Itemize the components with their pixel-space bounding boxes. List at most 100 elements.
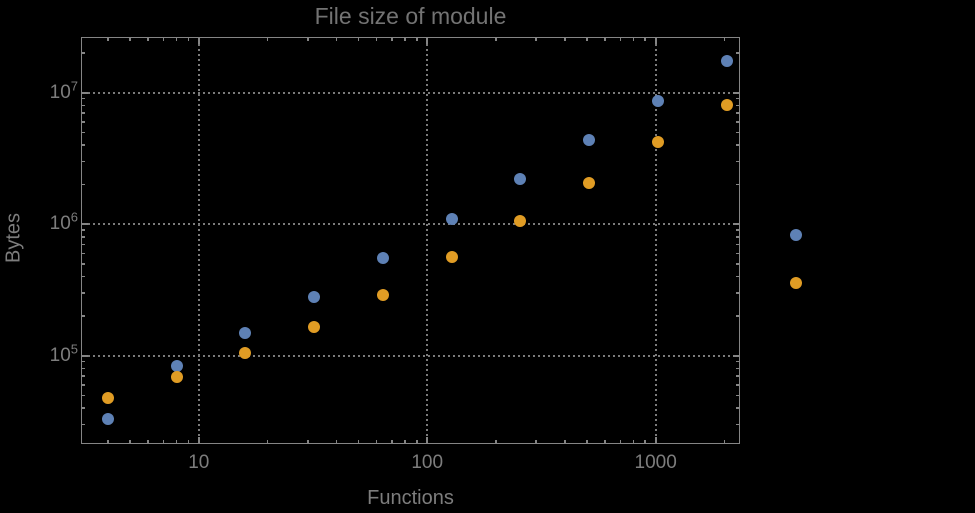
data-point-blue-series [652, 95, 664, 108]
data-point-blue-series [445, 212, 458, 225]
grid-line-horizontal [83, 91, 738, 94]
tick-mark-bottom [129, 439, 131, 444]
y-tick-exponent: 7 [70, 78, 78, 94]
tick-mark-bottom [654, 436, 657, 444]
tick-mark-right [736, 275, 740, 278]
data-point-orange-series [101, 391, 114, 404]
tick-mark-left [81, 112, 85, 114]
tick-mark-right [736, 97, 740, 100]
tick-mark-bottom [175, 439, 178, 444]
tick-mark-top [307, 37, 309, 41]
tick-mark-left [81, 360, 85, 363]
tick-mark-top [632, 37, 635, 41]
tick-mark-left [81, 183, 85, 186]
tick-mark-bottom [535, 439, 537, 444]
tick-mark-left [81, 394, 85, 397]
tick-mark-left [81, 144, 85, 146]
tick-mark-left [81, 384, 85, 386]
tick-mark-left [81, 375, 85, 377]
tick-mark-top [644, 37, 646, 41]
tick-mark-left [81, 91, 88, 94]
tick-mark-left [81, 367, 85, 370]
tick-mark-bottom [564, 439, 566, 444]
tick-mark-left [81, 52, 85, 54]
tick-mark-top [129, 37, 131, 41]
tick-mark-top [391, 37, 393, 41]
tick-mark-left [81, 423, 85, 426]
data-point-orange-series [239, 346, 252, 359]
tick-mark-top [357, 37, 360, 41]
data-point-orange-series [170, 370, 183, 383]
tick-mark-bottom [619, 439, 622, 444]
y-tick-base: 10 [49, 213, 71, 235]
tick-mark-right [736, 375, 740, 377]
tick-mark-right [736, 112, 740, 114]
data-point-orange-series [720, 98, 733, 111]
tick-mark-right [736, 384, 740, 386]
tick-mark-top [175, 37, 178, 41]
plot-frame [81, 37, 740, 444]
x-axis-label: Functions [367, 487, 454, 509]
tick-mark-top [197, 37, 200, 44]
tick-mark-bottom [335, 439, 338, 444]
y-tick-base: 10 [49, 81, 71, 103]
data-point-blue-series [720, 54, 733, 67]
tick-mark-right [736, 394, 740, 397]
tick-mark-right [736, 315, 740, 317]
tick-mark-right [733, 223, 740, 226]
tick-mark-right [733, 354, 740, 357]
tick-mark-bottom [604, 439, 606, 444]
tick-mark-bottom [357, 439, 360, 444]
tick-mark-right [736, 236, 740, 238]
grid-line-horizontal [83, 223, 738, 226]
tick-mark-left [81, 263, 85, 265]
tick-mark-top [604, 37, 606, 41]
tick-mark-left [81, 131, 85, 133]
data-point-orange-series [514, 215, 527, 228]
tick-mark-bottom [404, 439, 406, 444]
tick-mark-left [81, 160, 85, 163]
data-point-orange-series [445, 251, 458, 264]
tick-mark-left [81, 121, 85, 123]
tick-mark-right [736, 263, 740, 265]
tick-mark-left [81, 223, 88, 226]
tick-mark-bottom [632, 439, 635, 444]
tick-mark-top [495, 37, 497, 41]
data-point-blue-series [789, 228, 802, 241]
x-tick-label: 1000 [634, 452, 677, 473]
tick-mark-top [619, 37, 622, 41]
tick-mark-left [81, 354, 88, 357]
y-tick-exponent: 6 [70, 209, 78, 225]
y-tick-label: 107 [0, 79, 78, 104]
tick-mark-bottom [723, 439, 726, 444]
tick-mark-bottom [162, 439, 165, 444]
tick-mark-bottom [266, 439, 269, 444]
tick-mark-left [81, 236, 85, 238]
tick-mark-left [81, 97, 85, 100]
tick-mark-left [81, 292, 85, 294]
tick-mark-right [736, 183, 740, 186]
y-tick-exponent: 5 [70, 341, 78, 357]
tick-mark-bottom [495, 439, 497, 444]
tick-mark-bottom [644, 439, 646, 444]
tick-mark-left [81, 252, 85, 255]
tick-mark-bottom [426, 436, 429, 444]
tick-mark-right [736, 292, 740, 294]
data-point-blue-series [308, 290, 321, 303]
tick-mark-right [736, 121, 740, 123]
data-point-orange-series [376, 288, 389, 301]
data-point-blue-series [239, 326, 252, 339]
tick-mark-bottom [107, 439, 109, 444]
data-point-blue-series [514, 173, 527, 186]
tick-mark-bottom [197, 436, 200, 444]
tick-mark-left [81, 407, 85, 409]
tick-mark-right [736, 243, 740, 246]
y-tick-base: 10 [49, 344, 71, 366]
tick-mark-top [335, 37, 338, 41]
tick-mark-bottom [147, 439, 149, 444]
tick-mark-left [81, 243, 85, 246]
tick-mark-top [654, 37, 657, 44]
data-point-orange-series [583, 177, 596, 190]
tick-mark-top [147, 37, 149, 41]
